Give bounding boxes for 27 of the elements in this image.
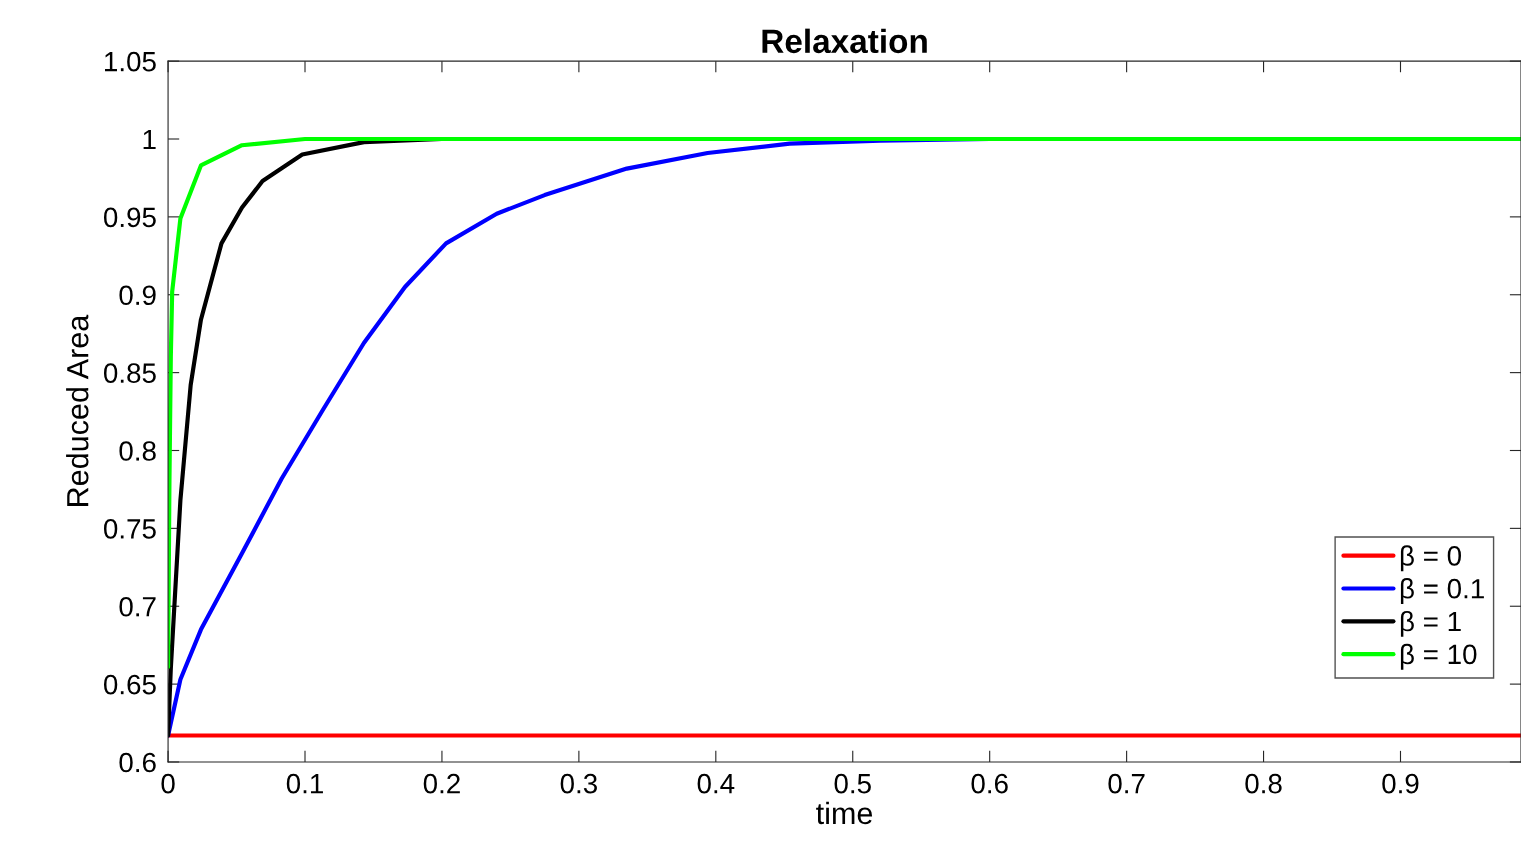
x-tick-label: 0.1 bbox=[286, 773, 323, 794]
y-tick-label: 0.75 bbox=[103, 519, 156, 539]
x-tick-label: 0.4 bbox=[697, 773, 735, 794]
x-axis-title: time bbox=[816, 801, 873, 825]
legend-label: β = 10 bbox=[1400, 643, 1477, 670]
y-tick-label: 0.8 bbox=[119, 441, 156, 461]
legend-label: β = 1 bbox=[1400, 610, 1461, 637]
x-tick-label: 0.7 bbox=[1108, 773, 1145, 794]
y-tick-label: 1.05 bbox=[105, 51, 156, 72]
x-tick-label: 0.5 bbox=[834, 773, 871, 794]
x-tick-label: 0.2 bbox=[423, 773, 460, 794]
legend-label: β = 0 bbox=[1400, 545, 1461, 572]
y-axis-title: Reduced Area bbox=[66, 314, 89, 506]
x-tick-label: 0.6 bbox=[971, 773, 1008, 794]
x-tick-label: 0.8 bbox=[1245, 773, 1282, 794]
y-tick-label: 0.7 bbox=[119, 596, 156, 617]
y-tick-label: 0.9 bbox=[119, 285, 156, 306]
chart-title: Relaxation bbox=[762, 28, 927, 54]
y-tick-label: 0.95 bbox=[103, 207, 156, 228]
legend-label: β = 0.1 bbox=[1400, 578, 1484, 604]
x-tick-label: 0 bbox=[161, 773, 175, 794]
x-tick-label: 0.3 bbox=[560, 773, 597, 794]
x-tick-label: 0.9 bbox=[1382, 773, 1419, 794]
y-tick-label: 1 bbox=[143, 129, 156, 150]
y-tick-label: 0.6 bbox=[119, 752, 156, 773]
y-tick-label: 0.65 bbox=[103, 674, 156, 695]
y-tick-label: 0.85 bbox=[103, 363, 156, 383]
